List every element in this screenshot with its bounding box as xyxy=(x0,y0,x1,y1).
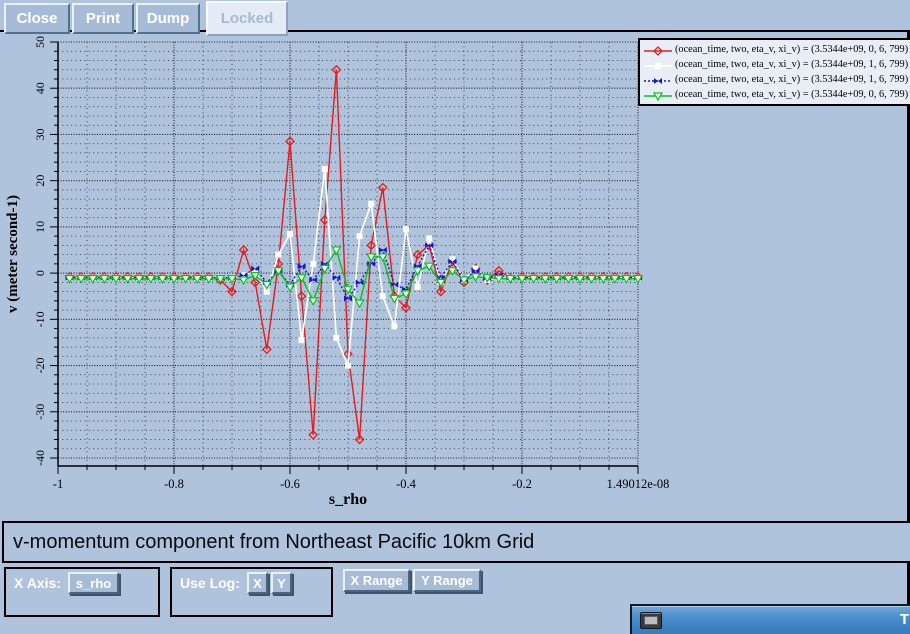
svg-text:20: 20 xyxy=(33,175,47,187)
y-axis-title: v (meter second-1) xyxy=(5,195,21,313)
svg-text:-1: -1 xyxy=(53,477,63,491)
svg-text:10: 10 xyxy=(33,221,47,233)
svg-text:-30: -30 xyxy=(33,404,47,420)
log-x-toggle[interactable]: X xyxy=(247,572,268,594)
svg-text:40: 40 xyxy=(33,82,47,94)
legend-label: (ocean_time, two, eta_v, xi_v) = (3.5344… xyxy=(675,89,909,100)
chart-legend: (ocean_time, two, eta_v, xi_v) = (3.5344… xyxy=(638,38,910,106)
legend-label: (ocean_time, two, eta_v, xi_v) = (3.5344… xyxy=(675,59,909,70)
svg-text:-0.6: -0.6 xyxy=(280,477,300,491)
legend-label: (ocean_time, two, eta_v, xi_v) = (3.5344… xyxy=(675,44,909,55)
background-window-title: T xyxy=(899,611,909,628)
svg-text:-40: -40 xyxy=(33,450,47,466)
chart-title-box: v-momentum component from Northeast Paci… xyxy=(2,521,910,563)
dump-button[interactable]: Dump xyxy=(136,3,200,34)
legend-marker-white-square-icon xyxy=(643,59,673,71)
legend-entry: (ocean_time, two, eta_v, xi_v) = (3.5344… xyxy=(643,42,909,57)
use-log-panel: Use Log: X Y xyxy=(170,567,333,617)
legend-entry: (ocean_time, two, eta_v, xi_v) = (3.5344… xyxy=(643,72,909,87)
legend-marker-red-diamond-icon xyxy=(643,44,673,56)
background-window-titlebar[interactable]: T xyxy=(630,604,910,634)
svg-text:1.49012e-08: 1.49012e-08 xyxy=(607,477,670,491)
svg-text:0: 0 xyxy=(33,270,47,276)
use-log-label: Use Log: xyxy=(180,575,240,591)
tick-labels: -40 -30 -20 -10 0 10 20 30 40 50 -1 -0.8 -0.6 -0.4 -0.… xyxy=(33,36,669,491)
legend-marker-green-triangle-icon xyxy=(643,89,673,101)
x-axis-variable-button[interactable]: s_rho xyxy=(68,572,119,594)
legend-entry: (ocean_time, two, eta_v, xi_v) = (3.5344… xyxy=(643,57,909,72)
svg-text:-0.8: -0.8 xyxy=(164,477,184,491)
svg-text:30: 30 xyxy=(33,128,47,140)
legend-label: (ocean_time, two, eta_v, xi_v) = (3.5344… xyxy=(675,74,909,85)
x-axis-panel: X Axis: s_rho xyxy=(4,567,160,617)
log-y-toggle[interactable]: Y xyxy=(271,572,292,594)
series-green xyxy=(64,246,644,309)
toolbar-baseline xyxy=(0,30,910,32)
svg-text:50: 50 xyxy=(33,36,47,48)
close-button[interactable]: Close xyxy=(4,3,70,34)
svg-text:-10: -10 xyxy=(33,311,47,327)
y-range-button[interactable]: Y Range xyxy=(413,569,481,592)
chart-title: v-momentum component from Northeast Paci… xyxy=(13,530,535,553)
terminal-icon xyxy=(640,612,662,629)
grid-lines xyxy=(58,41,639,466)
x-axis-label: X Axis: xyxy=(14,575,61,591)
window-right-border xyxy=(907,30,910,634)
axes xyxy=(50,41,639,474)
svg-text:-0.4: -0.4 xyxy=(396,477,417,491)
locked-button[interactable]: Locked xyxy=(206,1,288,36)
x-axis-title: s_rho xyxy=(329,491,367,508)
legend-entry: (ocean_time, two, eta_v, xi_v) = (3.5344… xyxy=(643,87,909,102)
print-button[interactable]: Print xyxy=(72,3,134,34)
svg-text:-20: -20 xyxy=(33,358,47,374)
svg-text:-0.2: -0.2 xyxy=(512,477,532,491)
plot-canvas: -40 -30 -20 -10 0 10 20 30 40 50 -1 -0.8 -0.6 -0.4 -0.… xyxy=(5,36,669,508)
legend-marker-blue-bowtie-icon xyxy=(643,74,673,86)
x-range-button[interactable]: X Range xyxy=(343,569,410,592)
